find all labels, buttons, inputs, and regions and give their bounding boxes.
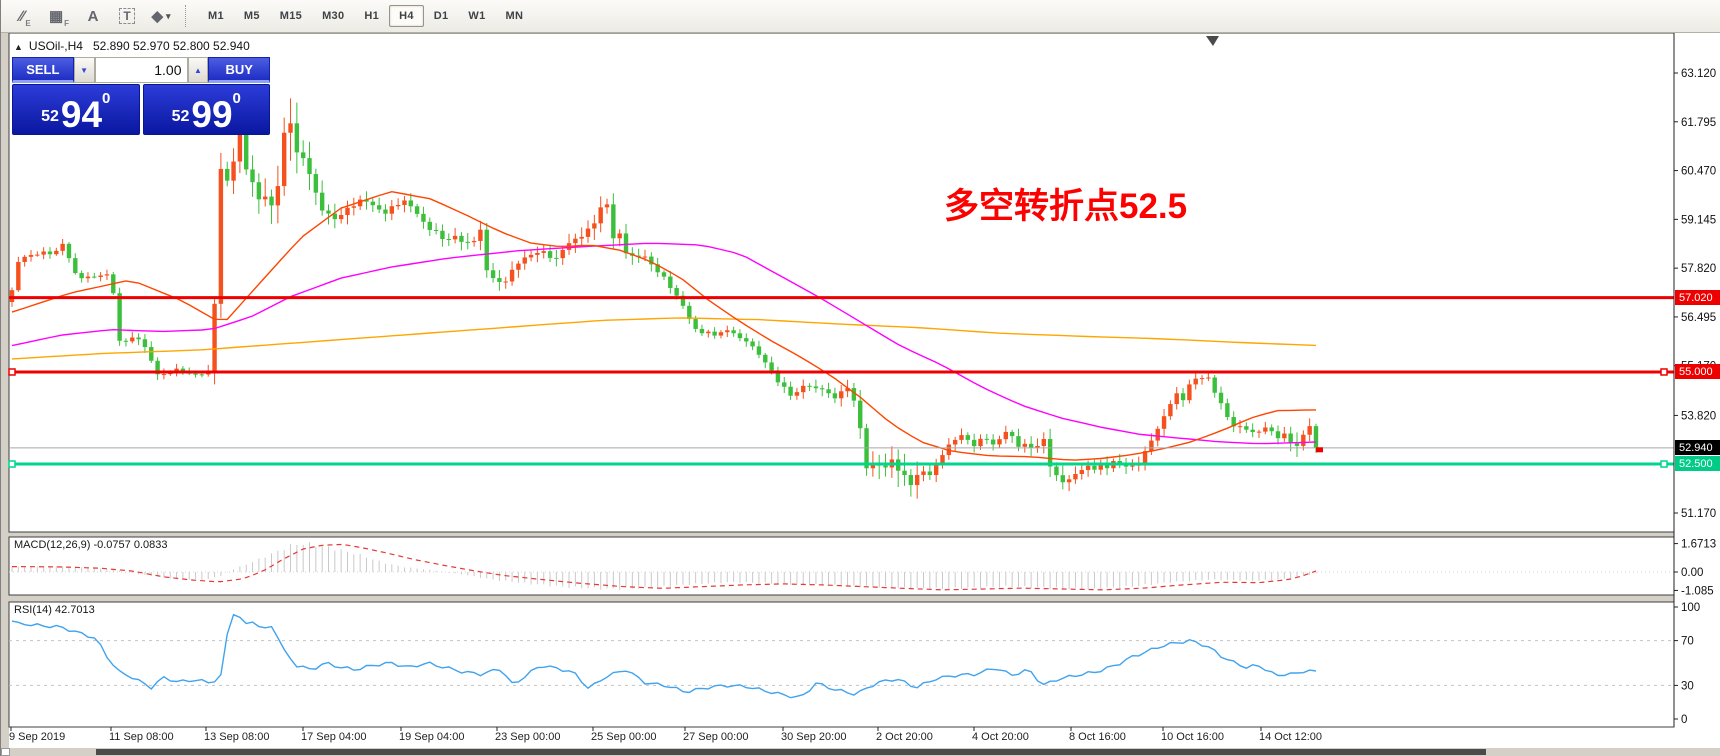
svg-text:61.795: 61.795 [1681, 117, 1716, 129]
svg-text:8 Oct 16:00: 8 Oct 16:00 [1069, 731, 1126, 743]
bid-main: 94 [60, 93, 103, 135]
timeframe-M1[interactable]: M1 [208, 10, 224, 22]
macd-signal-line [12, 543, 1317, 591]
svg-text:9 Sep 2019: 9 Sep 2019 [9, 731, 65, 743]
ask-pip: 0 [232, 90, 241, 107]
svg-text:1.6713: 1.6713 [1681, 539, 1716, 551]
grid-f-icon[interactable]: ▦ F [48, 8, 70, 28]
svg-text:100: 100 [1681, 602, 1700, 614]
svg-text:-1.085: -1.085 [1681, 585, 1714, 597]
timeframe-group: M1 M5 M15 M30 H1 H4 D1 W1 MN [198, 5, 533, 27]
timeframe-W1[interactable]: W1 [468, 10, 486, 22]
caret-down-icon: ▼ [80, 65, 89, 75]
timeframe-H1[interactable]: H1 [364, 10, 380, 22]
scrollbar-stub[interactable] [1, 748, 10, 756]
drawing-tools-group: ∕∕ E ▦ F A T ◆ ▾ [9, 3, 179, 29]
chart-shift-marker[interactable] [1206, 36, 1219, 46]
svg-text:0: 0 [1681, 714, 1687, 726]
textbox-t-icon[interactable]: T [111, 3, 143, 29]
timeframe-M5[interactable]: M5 [243, 10, 260, 22]
ask-main: 99 [191, 93, 233, 135]
ask-price[interactable]: 52 99 0 [142, 84, 270, 135]
sell-marker [1316, 447, 1323, 453]
svg-text:19 Sep 04:00: 19 Sep 04:00 [399, 731, 464, 743]
svg-text:70: 70 [1681, 636, 1694, 648]
svg-text:11 Sep 08:00: 11 Sep 08:00 [109, 731, 174, 743]
macd-label: MACD(12,26,9) -0.0757 0.0833 [14, 539, 168, 551]
ma-mid-line [11, 242, 1317, 445]
svg-text:30: 30 [1681, 680, 1694, 692]
volume-input[interactable] [94, 57, 188, 83]
svg-text:60.470: 60.470 [1681, 166, 1716, 178]
price-axis: 63.12061.79560.47059.14557.82056.49555.1… [1674, 68, 1716, 726]
svg-text:59.145: 59.145 [1681, 214, 1716, 226]
quote-row: 52 94 0 52 99 0 [12, 84, 270, 135]
toolbar: ∕∕ E ▦ F A T ◆ ▾ M1 M5 M15 M30 H1 H4 D1 W1 MN [1, 0, 1720, 33]
svg-text:14 Oct 12:00: 14 Oct 12:00 [1259, 731, 1322, 743]
rsi-line [11, 613, 1317, 699]
price-badge-57.020: 57.020 [1675, 290, 1720, 305]
price-badge-52.500: 52.500 [1675, 456, 1720, 471]
symbol-label: USOil-,H4 [28, 39, 83, 53]
sell-button[interactable]: SELL [12, 57, 74, 83]
ma-slow-line [11, 317, 1317, 360]
svg-text:30 Sep 20:00: 30 Sep 20:00 [781, 731, 846, 743]
bid-prefix: 52 [41, 108, 59, 125]
rsi-pane [9, 613, 1674, 699]
ask-prefix: 52 [171, 108, 190, 125]
price-badge-55.000: 55.000 [1675, 364, 1720, 379]
timeframe-MN[interactable]: MN [505, 10, 524, 22]
svg-text:17 Sep 04:00: 17 Sep 04:00 [301, 731, 366, 743]
svg-text:25 Sep 00:00: 25 Sep 00:00 [591, 731, 656, 743]
svg-text:10 Oct 16:00: 10 Oct 16:00 [1161, 731, 1224, 743]
svg-text:27 Sep 00:00: 27 Sep 00:00 [683, 731, 748, 743]
svg-text:51.170: 51.170 [1681, 508, 1716, 520]
ma-fast-line [11, 190, 1316, 461]
buy-button[interactable]: BUY [208, 57, 270, 83]
chart-title: ▲ USOil-,H4 52.890 52.970 52.800 52.940 [14, 39, 250, 53]
one-click-trading-panel: SELL ▼ ▲ BUY 52 94 0 52 99 0 [12, 57, 270, 135]
svg-text:0.00: 0.00 [1681, 567, 1703, 579]
scrollbar-thumb[interactable] [96, 749, 1486, 755]
timeframe-M15[interactable]: M15 [279, 10, 303, 22]
svg-text:56.495: 56.495 [1681, 312, 1716, 324]
date-axis: 9 Sep 2019 11 Sep 08:00 13 Sep 08:00 17 Sep… [9, 727, 1322, 743]
svg-text:2 Oct 20:00: 2 Oct 20:00 [876, 731, 933, 743]
annotation-text: 多空转折点52.5 [944, 187, 1188, 226]
volume-increase-button[interactable]: ▲ [187, 57, 209, 83]
bid-price[interactable]: 52 94 0 [12, 84, 140, 135]
text-a-icon[interactable]: A [87, 7, 99, 25]
order-row: SELL ▼ ▲ BUY [12, 57, 270, 83]
price-pane [8, 98, 1674, 499]
horizontal-scrollbar[interactable] [1, 748, 1720, 756]
arrange-arrows-icon[interactable]: ◆ ▾ [151, 8, 171, 25]
svg-text:4 Oct 20:00: 4 Oct 20:00 [972, 731, 1029, 743]
timeframe-H4[interactable]: H4 [389, 5, 424, 27]
svg-text:63.120: 63.120 [1681, 68, 1716, 80]
volume-decrease-button[interactable]: ▼ [73, 57, 95, 83]
timeframe-M30[interactable]: M30 [322, 10, 345, 22]
collapse-icon[interactable]: ▲ [14, 42, 23, 52]
rsi-label: RSI(14) 42.7013 [14, 604, 95, 616]
candles [9, 98, 1319, 499]
price-badge-52.940: 52.940 [1675, 440, 1720, 455]
ohlc-values: 52.890 52.970 52.800 52.940 [92, 39, 250, 53]
svg-text:57.820: 57.820 [1681, 263, 1716, 275]
bid-pip: 0 [102, 90, 111, 107]
caret-up-icon: ▲ [193, 65, 202, 75]
svg-text:13 Sep 08:00: 13 Sep 08:00 [204, 731, 269, 743]
macd-pane [9, 542, 1674, 591]
svg-text:23 Sep 00:00: 23 Sep 00:00 [495, 731, 560, 743]
hatch-e-icon[interactable]: ∕∕ E [19, 7, 31, 29]
timeframe-D1[interactable]: D1 [433, 10, 449, 22]
toolbar-separator [185, 5, 189, 27]
svg-text:53.820: 53.820 [1681, 410, 1716, 422]
